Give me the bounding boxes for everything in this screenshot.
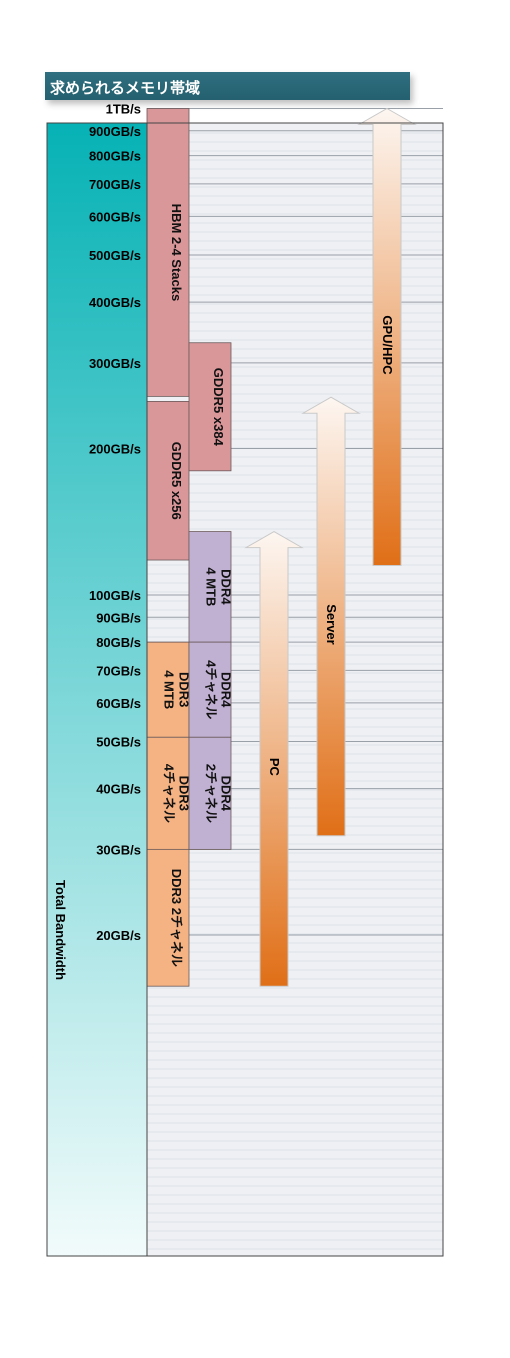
tick-label: 800GB/s xyxy=(89,149,141,164)
memory-range-label: DDR4 xyxy=(219,776,234,812)
requirement-arrow-label: Server xyxy=(324,604,339,644)
tick-label: 500GB/s xyxy=(89,248,141,263)
tick-label: 90GB/s xyxy=(96,610,141,625)
memory-range-label: GDDR5 x256 xyxy=(169,442,184,520)
requirement-arrow xyxy=(357,107,417,566)
tick-label: 20GB/s xyxy=(96,928,141,943)
tick-label: 30GB/s xyxy=(96,842,141,857)
memory-range-label: DDR4 xyxy=(219,672,234,708)
memory-range-label: 4 MTB xyxy=(162,670,177,709)
y-axis-label: Total Bandwidth xyxy=(53,880,68,980)
requirement-arrows: PC Server GPU/HPC xyxy=(244,107,417,987)
memory-range-box xyxy=(146,848,190,987)
tick-label: 50GB/s xyxy=(96,734,141,749)
memory-range-label: GDDR5 x384 xyxy=(211,368,226,447)
tick-label: 900GB/s xyxy=(89,124,141,139)
memory-range-label: DDR3 2チャネル xyxy=(169,869,184,967)
tick-label: 80GB/s xyxy=(96,635,141,650)
tick-label: 400GB/s xyxy=(89,295,141,310)
memory-range-box xyxy=(188,641,232,738)
tick-label: 1TB/s xyxy=(106,102,141,117)
chart-frame xyxy=(46,122,444,1257)
requirement-arrow xyxy=(301,396,361,837)
tick-label: 700GB/s xyxy=(89,177,141,192)
tick-label: 300GB/s xyxy=(89,356,141,371)
tick-label: 200GB/s xyxy=(89,442,141,457)
memory-range-box xyxy=(188,531,232,643)
memory-range-box xyxy=(146,108,190,397)
axis-panel xyxy=(47,123,147,1256)
memory-range-label: DDR3 xyxy=(177,672,192,707)
requirement-arrow-label: GPU/HPC xyxy=(380,315,395,375)
memory-range-label: DDR3 xyxy=(177,776,192,811)
tick-label: 40GB/s xyxy=(96,782,141,797)
requirement-arrow-label: PC xyxy=(267,758,282,777)
tick-labels: 1TB/s 900GB/s 800GB/s 700GB/s 600GB/s 500GB/s… xyxy=(89,102,141,944)
tick-label: 60GB/s xyxy=(96,696,141,711)
tick-label: 70GB/s xyxy=(96,663,141,678)
memory-range-label: 2チャネル xyxy=(204,764,219,823)
memory-range-label: 4チャネル xyxy=(162,764,177,823)
chart-title-bar: 求められるメモリ帯域 xyxy=(45,72,410,100)
memory-range-box xyxy=(188,342,232,472)
memory-range-label: 4チャネル xyxy=(204,660,219,719)
tick-label: 100GB/s xyxy=(89,588,141,603)
memory-range-label: DDR4 xyxy=(219,569,234,605)
chart-title: 求められるメモリ帯域 xyxy=(50,80,201,97)
requirement-arrow xyxy=(244,531,304,987)
tick-label: 600GB/s xyxy=(89,209,141,224)
memory-range-label: HBM 2-4 Stacks xyxy=(169,204,184,302)
memory-range-box xyxy=(188,736,232,850)
memory-range-label: 4 MTB xyxy=(204,567,219,606)
